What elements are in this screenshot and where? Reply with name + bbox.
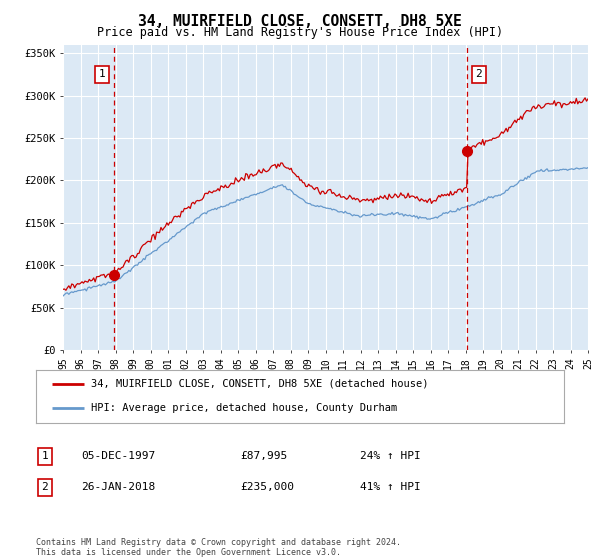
Text: £235,000: £235,000 xyxy=(240,482,294,492)
Text: 2: 2 xyxy=(41,482,49,492)
Text: 1: 1 xyxy=(41,451,49,461)
Text: 34, MUIRFIELD CLOSE, CONSETT, DH8 5XE: 34, MUIRFIELD CLOSE, CONSETT, DH8 5XE xyxy=(138,14,462,29)
Text: Contains HM Land Registry data © Crown copyright and database right 2024.
This d: Contains HM Land Registry data © Crown c… xyxy=(36,538,401,557)
Text: HPI: Average price, detached house, County Durham: HPI: Average price, detached house, Coun… xyxy=(91,403,398,413)
Text: 05-DEC-1997: 05-DEC-1997 xyxy=(81,451,155,461)
Text: 2: 2 xyxy=(476,69,482,80)
Text: 41% ↑ HPI: 41% ↑ HPI xyxy=(360,482,421,492)
Text: 34, MUIRFIELD CLOSE, CONSETT, DH8 5XE (detached house): 34, MUIRFIELD CLOSE, CONSETT, DH8 5XE (d… xyxy=(91,379,429,389)
Text: 24% ↑ HPI: 24% ↑ HPI xyxy=(360,451,421,461)
Text: £87,995: £87,995 xyxy=(240,451,287,461)
Text: Price paid vs. HM Land Registry's House Price Index (HPI): Price paid vs. HM Land Registry's House … xyxy=(97,26,503,39)
Text: 26-JAN-2018: 26-JAN-2018 xyxy=(81,482,155,492)
Text: 1: 1 xyxy=(98,69,105,80)
